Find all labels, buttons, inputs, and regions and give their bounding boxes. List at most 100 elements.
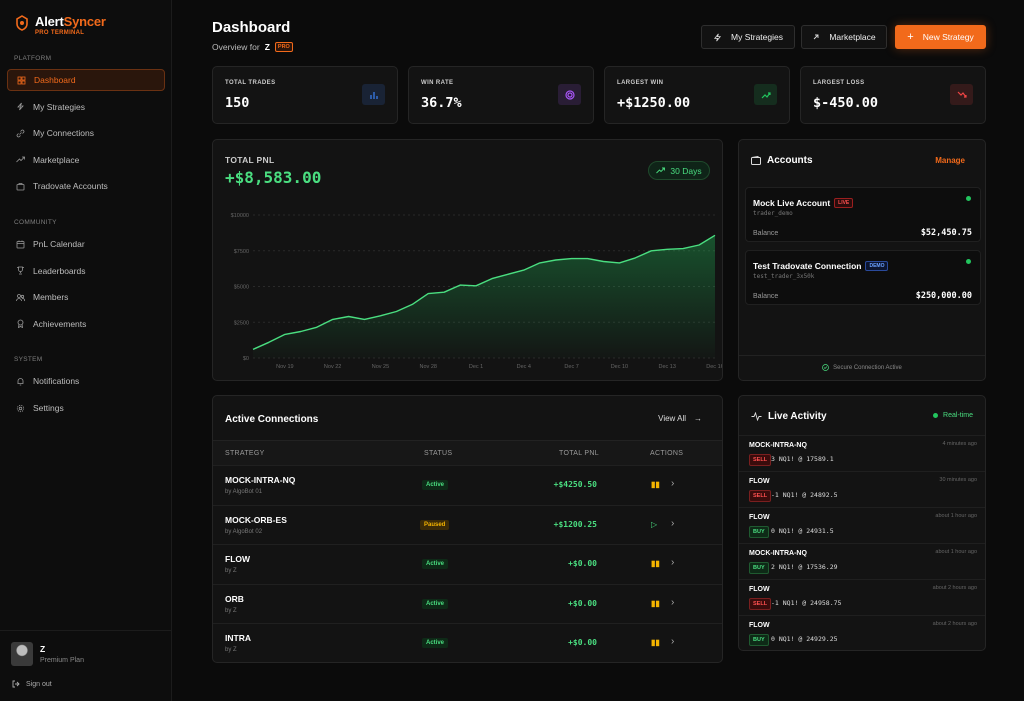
- user-profile[interactable]: Z Premium Plan: [11, 642, 84, 666]
- play-icon[interactable]: ▷: [651, 519, 658, 529]
- table-row[interactable]: MOCK-INTRA-NQ by AlgoBot 01 Active +$4250.5…: [213, 465, 722, 504]
- y-tick-label: $2500: [234, 320, 249, 326]
- stat-label: WIN RATE: [421, 80, 454, 86]
- stat-card: TOTAL TRADES 150: [212, 66, 398, 124]
- nav-section-label: PLATFORM: [14, 55, 52, 62]
- side-badge: BUY: [749, 562, 769, 574]
- pro-badge: PRO: [274, 42, 293, 52]
- table-row[interactable]: ORB by Z Active +$0.00 ▮▮ ›: [213, 583, 722, 623]
- chevron-right-icon[interactable]: ›: [671, 557, 675, 568]
- overview-user: Z: [264, 42, 270, 52]
- bar-chart-icon: [362, 84, 385, 105]
- data-point: [698, 244, 700, 246]
- activity-icon: [751, 412, 762, 421]
- activity-detail: -1 NQ1! @ 24958.75: [771, 599, 842, 607]
- marketplace-button[interactable]: Marketplace: [801, 25, 887, 49]
- chevron-right-icon[interactable]: ›: [671, 636, 675, 647]
- table-row[interactable]: MOCK-ORB-ES by AlgoBot 02 Paused +$1200.25 ▷…: [213, 504, 722, 544]
- data-point: [427, 293, 429, 295]
- chevron-right-icon[interactable]: ›: [671, 596, 675, 608]
- link-icon: [16, 129, 25, 138]
- pause-icon[interactable]: ▮▮: [651, 598, 660, 608]
- pause-icon[interactable]: ▮▮: [651, 480, 660, 489]
- trending-up-icon: [656, 167, 666, 174]
- data-point: [396, 311, 398, 313]
- sign-out-link[interactable]: Sign out: [12, 680, 52, 688]
- chevron-right-icon[interactable]: ›: [671, 517, 675, 529]
- activity-strategy: FLOW: [749, 514, 770, 521]
- data-point: [412, 304, 414, 306]
- x-tick-label: Dec 4: [517, 364, 531, 370]
- trending-down-icon: [950, 84, 973, 105]
- sidebar-item-members[interactable]: Members: [7, 286, 165, 308]
- users-icon: [16, 293, 25, 302]
- my-strategies-button[interactable]: My Strategies: [701, 25, 795, 49]
- live-dot: [933, 413, 939, 418]
- arrow-right-icon: →: [694, 414, 702, 423]
- table-row[interactable]: INTRA by Z Active +$0.00 ▮▮ ›: [213, 623, 722, 662]
- sidebar-item-achievements[interactable]: Achievements: [7, 313, 165, 335]
- sidebar-item-settings[interactable]: Settings: [7, 397, 165, 419]
- sidebar-item-leaderboards[interactable]: Leaderboards: [7, 260, 165, 282]
- marketplace-label: Marketplace: [829, 32, 876, 42]
- brand-sub: PRO TERMINAL: [35, 30, 85, 36]
- account-card[interactable]: Mock Live Account LIVE trader_demo Balance $…: [745, 187, 981, 242]
- connections-title: Active Connections: [225, 414, 319, 425]
- activity-item: FLOW about 1 hour ago BUY 0 NQ1! @ 24931.5: [739, 507, 985, 543]
- chevron-right-icon[interactable]: ›: [671, 478, 675, 489]
- secure-status: Secure Connection Active: [739, 364, 985, 371]
- sidebar-item-label: Notifications: [33, 376, 80, 387]
- stat-value: 36.7%: [421, 95, 462, 111]
- view-all-link[interactable]: View All →: [658, 414, 702, 423]
- range-selector[interactable]: 30 Days: [648, 161, 710, 180]
- sidebar-item-pnl-calendar[interactable]: PnL Calendar: [7, 233, 165, 255]
- activity-strategy: MOCK-INTRA-NQ: [749, 442, 807, 449]
- activity-time: about 1 hour ago: [935, 513, 977, 519]
- data-point: [666, 249, 668, 251]
- account-card[interactable]: Test Tradovate Connection DEMO test_trader…: [745, 250, 981, 305]
- target-icon: [558, 84, 581, 105]
- new-strategy-button[interactable]: + New Strategy: [895, 25, 986, 49]
- data-point: [316, 326, 318, 328]
- y-tick-label: $10000: [231, 213, 249, 219]
- pause-icon[interactable]: ▮▮: [651, 559, 660, 568]
- stat-label: TOTAL TRADES: [225, 80, 276, 86]
- stat-value: +$1250.00: [617, 95, 691, 111]
- y-tick-label: $0: [243, 356, 249, 362]
- total-pnl: +$4250.50: [553, 480, 597, 489]
- nav-section-label: COMMUNITY: [14, 219, 57, 226]
- sidebar-item-dashboard[interactable]: Dashboard: [7, 69, 165, 91]
- activity-strategy: FLOW: [749, 586, 770, 593]
- x-tick-label: Dec 16: [706, 364, 722, 370]
- manage-link[interactable]: Manage: [935, 156, 965, 165]
- pause-icon[interactable]: ▮▮: [651, 638, 660, 647]
- logo[interactable]: AlertSyncer PRO TERMINAL: [15, 14, 106, 36]
- page-title: Dashboard: [212, 19, 291, 36]
- sidebar-item-my-connections[interactable]: My Connections: [7, 122, 165, 144]
- brand-name-a: Alert: [35, 14, 64, 29]
- activity-strategy: FLOW: [749, 478, 770, 485]
- sidebar-item-notifications[interactable]: Notifications: [7, 370, 165, 392]
- status-badge: Active: [422, 559, 449, 569]
- sidebar-item-label: Leaderboards: [33, 265, 86, 276]
- sidebar-item-label: Achievements: [33, 318, 87, 329]
- data-point: [284, 334, 286, 336]
- strategy-name: MOCK-ORB-ES: [225, 514, 287, 525]
- data-point: [443, 291, 445, 293]
- sidebar-item-tradovate-accounts[interactable]: Tradovate Accounts: [7, 175, 165, 197]
- wallet-icon: [751, 156, 761, 165]
- data-point: [523, 269, 525, 271]
- sidebar-item-label: PnL Calendar: [33, 239, 85, 249]
- activity-strategy: FLOW: [749, 622, 770, 629]
- table-row[interactable]: FLOW by Z Active +$0.00 ▮▮ ›: [213, 544, 722, 583]
- gear-icon: [16, 404, 25, 413]
- main: Dashboard Overview for Z PRO My Strategi…: [172, 0, 1024, 701]
- table-header: [213, 440, 722, 465]
- sidebar-item-marketplace[interactable]: Marketplace: [7, 149, 165, 171]
- data-point: [268, 341, 270, 343]
- sidebar-item-my-strategies[interactable]: My Strategies: [7, 96, 165, 118]
- stat-card: LARGEST LOSS $-450.00: [800, 66, 986, 124]
- balance-label: Balance: [753, 230, 779, 237]
- pnl-card: TOTAL PNL +$8,583.00 30 Days $0 $2500 $500…: [212, 139, 723, 381]
- activity-time: about 1 hour ago: [935, 549, 977, 555]
